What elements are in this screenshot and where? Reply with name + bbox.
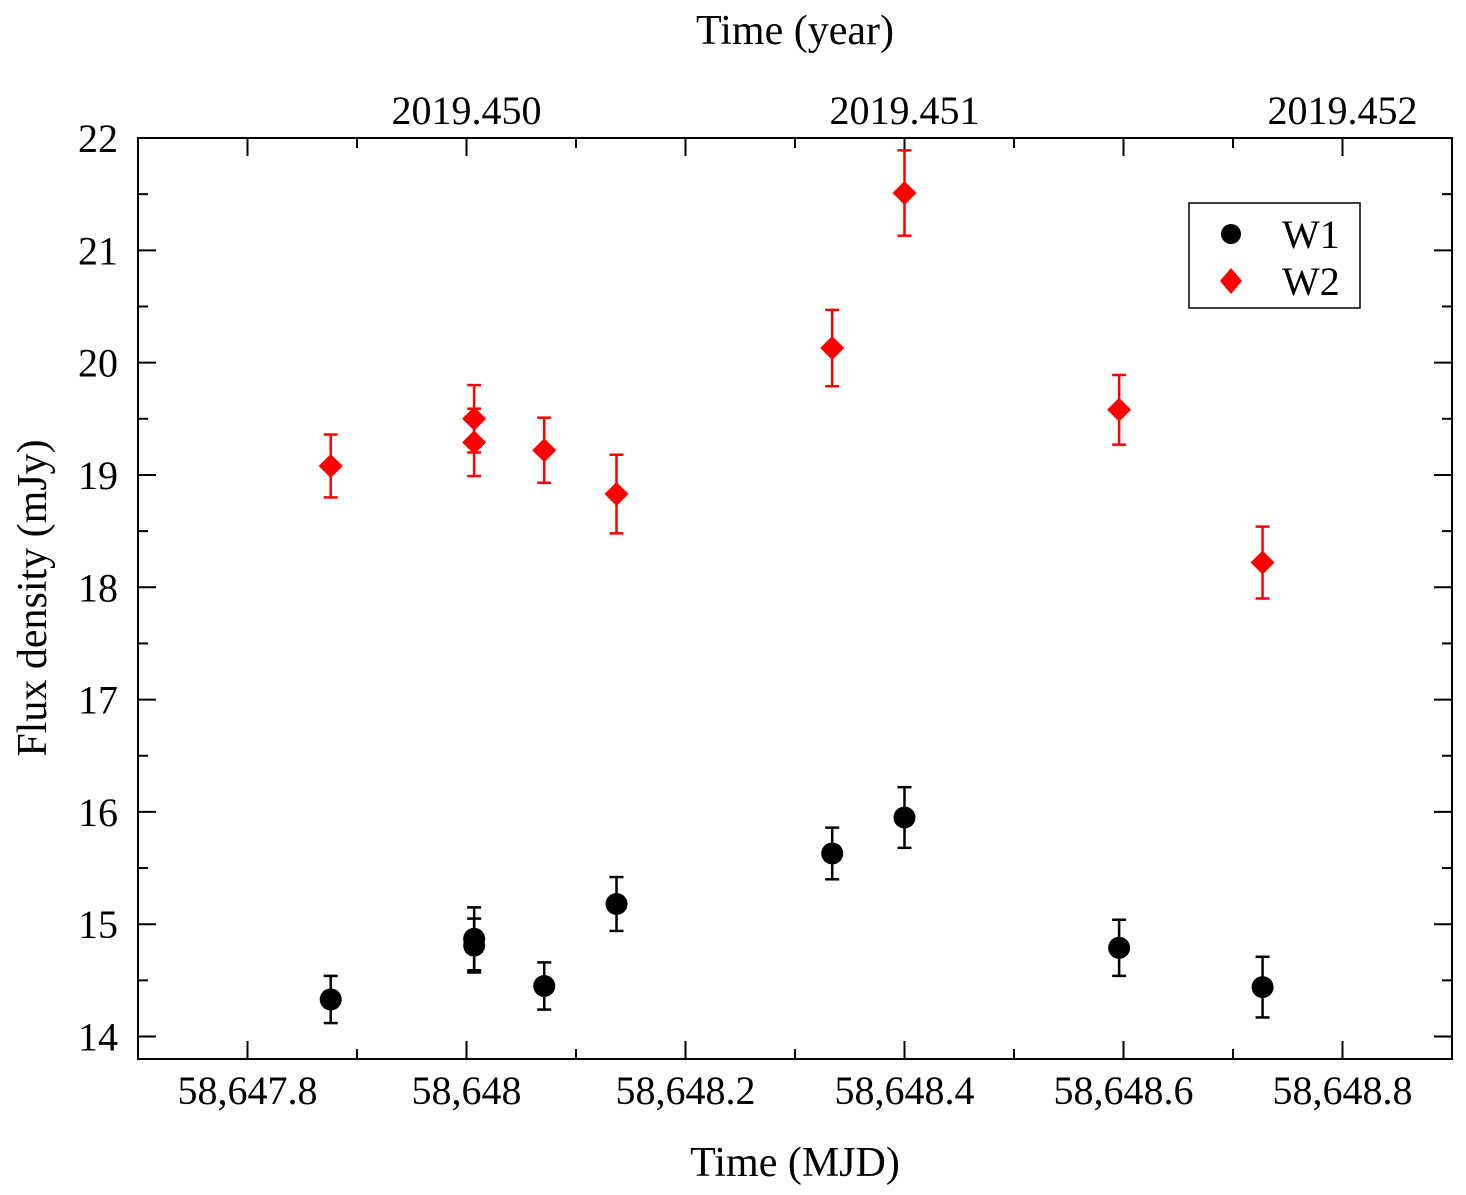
w1-point [821, 842, 844, 865]
x-axis-title: Time (MJD) [690, 1140, 900, 1186]
w2-point [532, 438, 557, 463]
legend-w1-marker [1221, 224, 1241, 244]
y-tick-label: 15 [78, 902, 118, 947]
w2-point [892, 181, 917, 206]
w1-point [463, 927, 486, 950]
top-tick-label: 2019.451 [830, 88, 980, 133]
w1-point [1251, 976, 1274, 999]
w2-point [462, 430, 487, 455]
legend-w2-marker [1220, 268, 1242, 294]
top-tick-label: 2019.452 [1268, 88, 1418, 133]
y-tick-label: 17 [78, 678, 118, 723]
w1-point [893, 806, 916, 829]
w2-point [1107, 397, 1132, 422]
y-tick-label: 18 [78, 565, 118, 610]
x-tick-label: 58,648.8 [1273, 1068, 1413, 1113]
top-axis-title: Time (year) [696, 8, 894, 54]
legend-box [1188, 202, 1361, 309]
y-tick-label: 14 [78, 1015, 118, 1060]
legend-w1-label: W1 [1282, 212, 1340, 257]
w1-point [533, 974, 556, 997]
x-tick-label: 58,647.8 [178, 1068, 318, 1113]
legend-w2-label: W2 [1282, 259, 1340, 304]
y-tick-label: 20 [78, 341, 118, 386]
tick-marks [137, 137, 1453, 1059]
w2-point [604, 482, 629, 507]
tick-labels: 58,647.8 58,648 58,648.2 58,648.4 58,648.6 58… [78, 88, 1418, 1113]
y-tick-label: 16 [78, 790, 118, 835]
w2-point [820, 336, 845, 361]
data-layer [318, 149, 1275, 1025]
x-tick-label: 58,648 [412, 1068, 522, 1113]
y-tick-label: 22 [78, 116, 118, 161]
y-tick-label: 21 [78, 228, 118, 273]
x-tick-label: 58,648.2 [616, 1068, 756, 1113]
w2-point [1250, 550, 1275, 575]
y-tick-label: 19 [78, 453, 118, 498]
w2-point [318, 453, 343, 478]
top-tick-label: 2019.450 [392, 88, 542, 133]
w1-point [605, 893, 628, 916]
w1-point [319, 988, 342, 1011]
w1-point [1108, 936, 1131, 959]
y-axis-title: Flux density (mJy) [10, 439, 56, 756]
legend: W1 W2 [1188, 202, 1361, 309]
x-tick-label: 58,648.4 [835, 1068, 975, 1113]
x-tick-label: 58,648.6 [1054, 1068, 1194, 1113]
